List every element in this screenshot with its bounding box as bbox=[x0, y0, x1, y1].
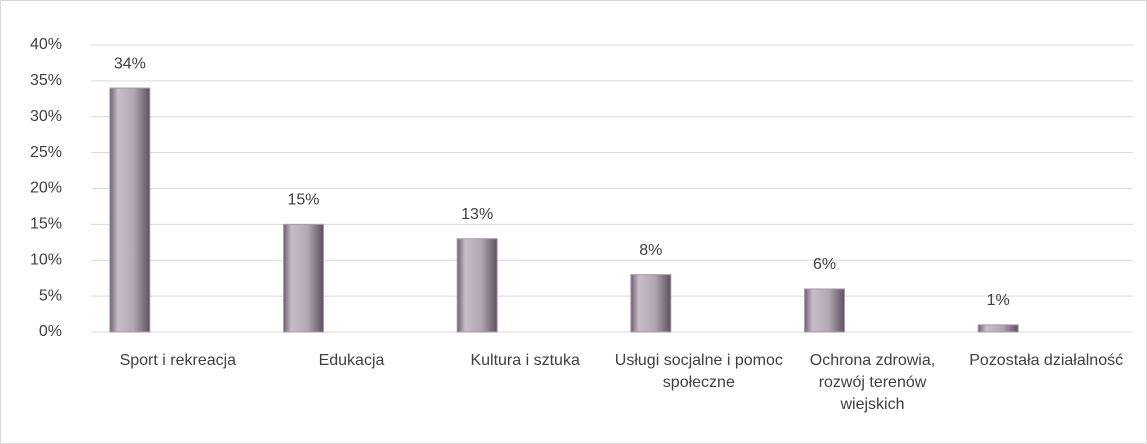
value-label: 13% bbox=[461, 206, 493, 223]
value-label: 34% bbox=[114, 55, 146, 72]
y-tick-label: 10% bbox=[30, 251, 62, 268]
y-tick-label: 30% bbox=[30, 108, 62, 125]
bar bbox=[283, 223, 324, 333]
y-tick-label: 40% bbox=[30, 36, 62, 53]
x-tick-label: Kultura i sztuka bbox=[470, 352, 580, 369]
x-tick-label: Sport i rekreacja bbox=[119, 352, 237, 369]
value-label: 1% bbox=[987, 292, 1010, 309]
value-label: 15% bbox=[287, 192, 319, 209]
bar bbox=[804, 288, 845, 333]
y-tick-label: 5% bbox=[39, 287, 62, 304]
x-tick-label: Pozostała działalność bbox=[969, 352, 1124, 369]
x-tick-label: Ochrona zdrowia, rozwój terenów wiejskic… bbox=[809, 352, 936, 413]
y-tick-label: 0% bbox=[39, 323, 62, 340]
bar bbox=[456, 238, 498, 333]
x-tick-label: Usługi socjalne i pomoc społeczne bbox=[614, 352, 783, 391]
y-tick-label: 35% bbox=[30, 72, 62, 89]
value-label: 6% bbox=[813, 256, 836, 273]
bar bbox=[977, 324, 1019, 333]
x-tick-label: Edukacja bbox=[318, 352, 385, 369]
y-tick-label: 25% bbox=[30, 144, 62, 161]
value-label: 8% bbox=[639, 242, 662, 259]
y-tick-label: 20% bbox=[30, 180, 62, 197]
bar bbox=[630, 274, 672, 333]
bar bbox=[109, 87, 151, 333]
y-tick-label: 15% bbox=[30, 216, 62, 233]
